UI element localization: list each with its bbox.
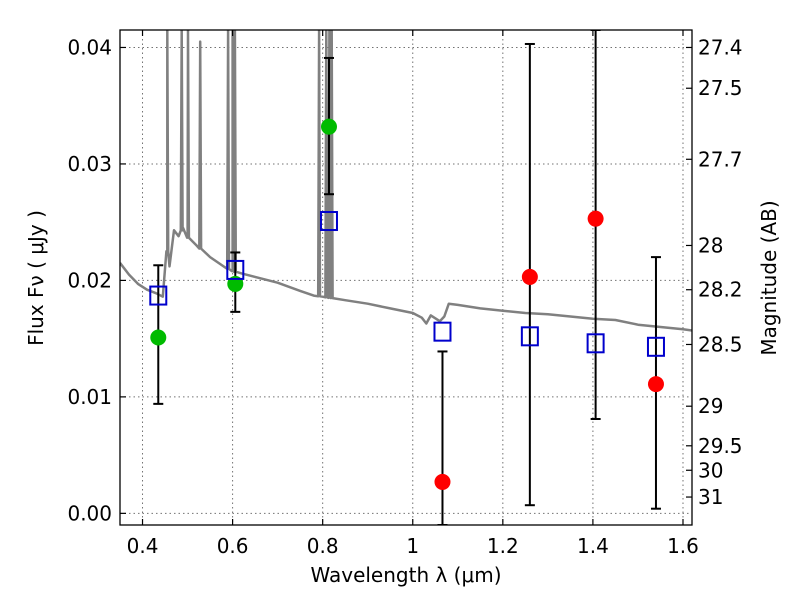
model-sed	[120, 30, 692, 332]
model-point-marker	[433, 321, 452, 342]
x-axis-label: Wavelength λ (μm)	[310, 563, 501, 587]
plot-frame	[119, 29, 693, 526]
model-point-marker	[319, 211, 338, 232]
model-sed-line	[120, 30, 692, 332]
model-point-marker	[520, 326, 539, 347]
y2-tick-label: 27.5	[698, 76, 743, 100]
y2-tick-label: 29	[698, 394, 723, 418]
y-tick-label: 0.00	[67, 501, 112, 525]
upper-limit-point-marker	[434, 473, 451, 490]
model-point-marker	[149, 285, 168, 306]
x-tick-label: 1.6	[667, 534, 699, 558]
detection-point-marker	[320, 118, 337, 135]
y2-tick-label: 29.5	[698, 434, 743, 458]
y-tick-label: 0.02	[67, 268, 112, 292]
y2-tick-label: 31	[698, 485, 723, 509]
y2-tick-label: 27.7	[698, 147, 743, 171]
y2-tick-label: 28.5	[698, 332, 743, 356]
x-tick-label: 1	[406, 534, 419, 558]
x-tick-label: 0.8	[307, 534, 339, 558]
model-point-marker	[646, 336, 665, 357]
axis-ticks: 0.4 0.6 0.8 1 1.2 1.4 1.6 0.00 0.01 0.02 0.03 0.04 2…	[67, 30, 743, 558]
detection-point-marker	[150, 329, 167, 346]
y-tick-label: 0.01	[67, 385, 112, 409]
y-axis-label: Flux Fν ( μJy )	[24, 210, 48, 346]
upper-limit-point-marker	[521, 268, 538, 285]
y2-tick-label: 27.4	[698, 35, 743, 59]
model-point-marker	[226, 259, 245, 280]
data-points	[149, 118, 665, 490]
grid	[120, 30, 692, 525]
y-tick-label: 0.03	[67, 152, 112, 176]
y-tick-label: 0.04	[67, 35, 112, 59]
upper-limit-point-marker	[647, 376, 664, 393]
y2-tick-label: 30	[698, 458, 723, 482]
x-tick-label: 0.4	[127, 534, 159, 558]
y2-tick-label: 28.2	[698, 278, 743, 302]
x-tick-label: 1.2	[487, 534, 519, 558]
y2-tick-label: 28	[698, 233, 723, 257]
x-tick-label: 0.6	[217, 534, 249, 558]
x-tick-label: 1.4	[577, 534, 609, 558]
upper-limit-point-marker	[587, 210, 604, 227]
y2-axis-label: Magnitude (AB)	[757, 200, 781, 355]
model-point-marker	[586, 333, 605, 354]
